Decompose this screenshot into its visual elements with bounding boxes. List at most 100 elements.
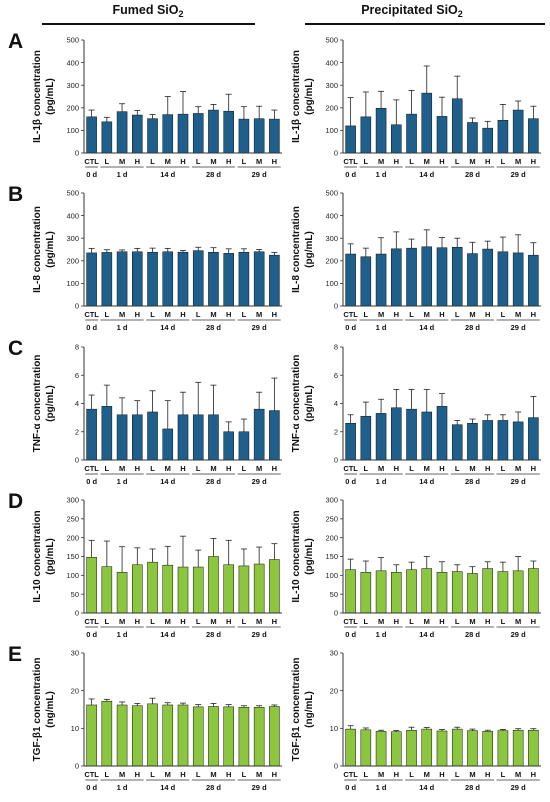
x-tick-label: H <box>135 617 140 626</box>
group-label: 28 d <box>206 477 221 486</box>
bar <box>467 253 478 307</box>
y-axis-label: TNF-α concentration <box>291 355 302 453</box>
x-tick-label: H <box>485 617 490 626</box>
bar <box>528 118 539 154</box>
y-tick-label: 400 <box>66 211 79 220</box>
x-tick-label: H <box>394 770 399 779</box>
group-label: 1 d <box>376 323 387 332</box>
bar <box>421 92 433 154</box>
x-tick-label: M <box>378 310 384 319</box>
y-tick-label: 100 <box>66 571 79 580</box>
group-label: 1 d <box>117 783 128 792</box>
group-label: 0 d <box>345 323 356 332</box>
x-tick-label: M <box>165 310 171 319</box>
bar <box>192 250 204 307</box>
bar <box>482 420 493 461</box>
y-tick-label: 2 <box>334 427 338 436</box>
bar <box>177 251 189 307</box>
x-tick-label: H <box>135 310 140 319</box>
x-tick-label: H <box>226 770 231 779</box>
bar <box>391 124 402 154</box>
bar <box>208 251 219 307</box>
group-label: 0 d <box>86 170 97 179</box>
y-tick-label: 500 <box>66 189 79 198</box>
column-title-text: Fumed SiO <box>113 3 179 17</box>
group-label: 29 d <box>252 783 267 792</box>
group-label: 29 d <box>511 783 526 792</box>
bar <box>497 119 509 154</box>
bar <box>375 731 387 767</box>
x-tick-label: L <box>501 617 506 626</box>
group-label: 1 d <box>376 477 387 486</box>
y-tick-label: 0 <box>334 609 338 618</box>
bar <box>406 569 417 614</box>
y-tick-label: 500 <box>66 36 79 45</box>
x-tick-label: L <box>196 617 201 626</box>
y-tick-label: 0 <box>334 456 338 465</box>
bar <box>162 428 174 461</box>
y-tick-label: 0 <box>334 302 338 311</box>
bar <box>451 98 463 154</box>
bar <box>482 731 493 767</box>
panel-letter: A <box>8 30 23 53</box>
bar <box>223 110 234 154</box>
bar <box>101 121 113 154</box>
bar <box>345 569 356 614</box>
panel-B-fumed: B IL-8 concentration (pg/mL) 0 100 200 300 400 5… <box>8 183 282 332</box>
y-tick-label: 20 <box>71 686 79 695</box>
x-tick-label: L <box>409 464 414 473</box>
group-label: 0 d <box>86 630 97 639</box>
y-tick-label: 300 <box>325 81 338 90</box>
x-tick-label: L <box>409 617 414 626</box>
x-tick-label: CTL <box>343 617 358 626</box>
x-tick-label: L <box>105 157 110 166</box>
x-tick-label: L <box>150 310 155 319</box>
bar <box>421 411 433 461</box>
y-tick-label: 100 <box>325 571 338 580</box>
bar <box>467 423 478 461</box>
y-axis-unit: (pg/mL) <box>304 231 315 268</box>
x-tick-label: L <box>455 310 460 319</box>
group-label: 29 d <box>511 323 526 332</box>
bar <box>162 564 174 614</box>
bar <box>147 251 158 307</box>
x-tick-label: M <box>378 157 384 166</box>
y-axis-unit: (pg/mL) <box>304 538 315 575</box>
y-tick-label: 300 <box>66 81 79 90</box>
bar <box>132 414 143 461</box>
x-tick-label: L <box>105 770 110 779</box>
bar <box>497 730 509 767</box>
x-tick-label: CTL <box>343 157 358 166</box>
bar <box>436 247 448 307</box>
column-title-text: Precipitated SiO <box>361 3 458 17</box>
x-tick-label: L <box>242 770 247 779</box>
x-tick-label: L <box>364 157 369 166</box>
x-tick-label: L <box>150 464 155 473</box>
x-tick-label: H <box>531 464 536 473</box>
x-tick-label: M <box>424 157 430 166</box>
bar <box>528 568 539 614</box>
x-tick-label: L <box>409 770 414 779</box>
x-tick-label: H <box>272 464 277 473</box>
bar <box>512 729 524 767</box>
group-label: 29 d <box>511 477 526 486</box>
x-tick-label: L <box>150 157 155 166</box>
x-tick-label: M <box>256 617 262 626</box>
bar <box>132 251 143 307</box>
bar <box>177 704 189 767</box>
x-tick-label: L <box>242 464 247 473</box>
x-tick-label: L <box>196 464 201 473</box>
bar <box>116 572 128 614</box>
x-tick-label: H <box>272 617 277 626</box>
y-axis-label: TGF-β1 concentration <box>32 658 43 762</box>
y-tick-label: 500 <box>325 189 338 198</box>
bar <box>116 704 128 767</box>
x-tick-label: H <box>226 157 231 166</box>
bar <box>512 252 524 307</box>
x-tick-label: M <box>378 617 384 626</box>
bar <box>360 729 372 767</box>
